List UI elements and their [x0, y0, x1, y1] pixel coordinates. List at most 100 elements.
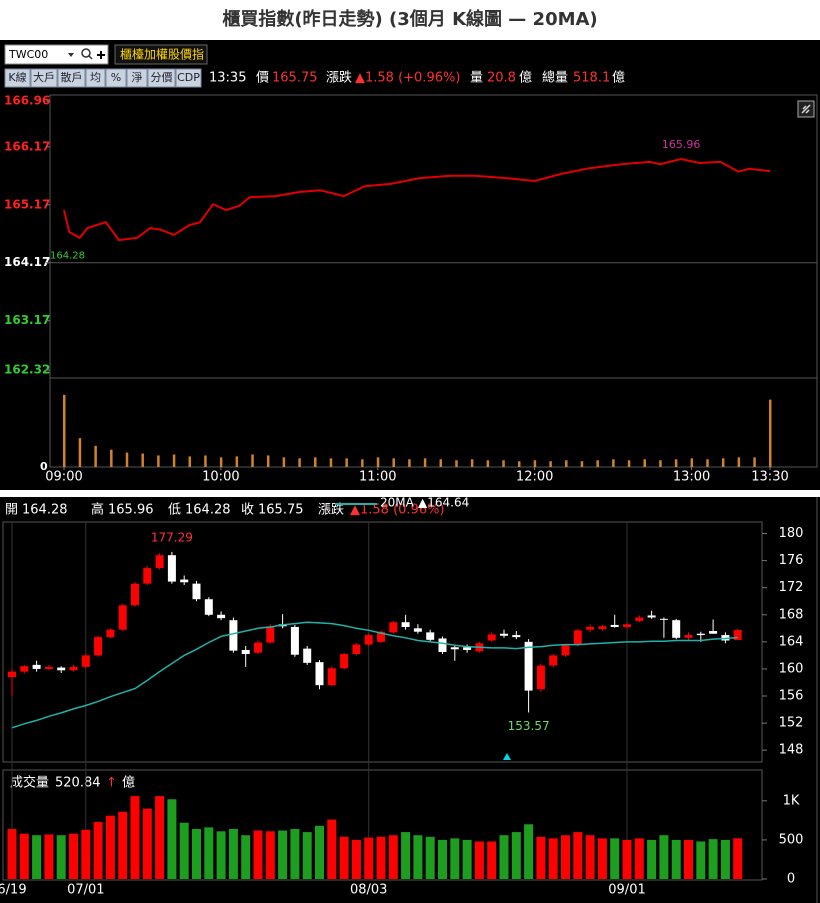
- volume-bar: [315, 825, 324, 879]
- candle-body: [377, 631, 385, 642]
- candle-body: [57, 667, 66, 671]
- price: 165.75: [272, 71, 318, 86]
- toolbar-button[interactable]: [30, 68, 58, 88]
- y-tick-label: 152: [779, 716, 804, 731]
- volume-bar: [351, 839, 361, 879]
- symbol-input[interactable]: [4, 44, 109, 65]
- candle-body: [450, 647, 459, 650]
- volume-bar: [298, 458, 301, 467]
- volume-bar: [720, 839, 730, 879]
- candle-body: [487, 634, 496, 641]
- y-tick-label: 0: [787, 872, 795, 887]
- y-tick-label: 166.17: [4, 139, 50, 153]
- volume-header-arrow: ↑: [106, 776, 117, 791]
- link-glyph: [801, 104, 811, 114]
- volume-bar: [659, 460, 662, 467]
- candle-body: [389, 622, 398, 633]
- price-label: 價: [256, 71, 269, 86]
- volume-bar: [216, 831, 226, 879]
- volume-bar: [345, 458, 348, 467]
- toolbar-button[interactable]: [85, 68, 106, 88]
- volume-bar: [141, 453, 144, 467]
- volume-bar: [499, 835, 509, 879]
- symbol-name: 櫃檯加權股價指: [120, 47, 204, 62]
- toolbar-button-label: 散戶: [61, 70, 83, 84]
- volume-bar: [548, 838, 558, 879]
- name-box: [114, 44, 208, 65]
- toolbar-button[interactable]: [175, 68, 202, 88]
- y-tick-label: 1K: [783, 793, 800, 808]
- volume-header-value: 520.84: [55, 776, 101, 791]
- volume-bar: [674, 459, 678, 467]
- volume-bar: [63, 394, 66, 467]
- search-icon[interactable]: [81, 48, 91, 58]
- volume-bar: [549, 461, 552, 467]
- volume-bar: [188, 456, 192, 467]
- dropdown-icon[interactable]: [68, 53, 74, 57]
- volume-bar: [634, 838, 644, 879]
- toolbar-button[interactable]: [105, 68, 127, 88]
- volume-bar: [647, 839, 657, 879]
- volume-bar: [737, 457, 741, 467]
- toolbar-button[interactable]: [4, 68, 31, 88]
- candle-body: [364, 635, 373, 645]
- volume-bar: [627, 460, 631, 467]
- x-tick-label: 6/19: [0, 883, 27, 898]
- volume-bar: [266, 455, 270, 467]
- low-label: 153.57: [508, 719, 550, 733]
- y-tick-label: 164: [779, 634, 804, 649]
- volume-bar: [179, 822, 189, 879]
- volume-bar: [423, 458, 427, 467]
- volume-bar: [425, 836, 435, 879]
- volume-bar: [376, 836, 386, 879]
- total-label: 總量: [542, 70, 568, 86]
- candle-body: [180, 579, 189, 583]
- kline-area: 6/19 07/01 08/03 09/01 177.29 153.57: [0, 522, 743, 898]
- x-tick-label: 08/03: [350, 883, 387, 898]
- candle-body: [143, 568, 152, 584]
- candle-body: [155, 555, 164, 569]
- add-icon[interactable]: [97, 51, 105, 59]
- volume-bar: [364, 837, 374, 879]
- toolbar-button[interactable]: [126, 68, 148, 88]
- title-bar: [0, 0, 820, 40]
- intraday-panel: [0, 40, 820, 490]
- y-tick-label: 0: [40, 460, 48, 473]
- name-clip: 櫃檯加權股價指: [120, 47, 204, 62]
- volume-bar: [93, 821, 103, 879]
- toolbar-button[interactable]: [147, 68, 176, 88]
- y-tick-label: 163.17: [4, 313, 50, 327]
- candle-body: [635, 617, 644, 621]
- y-tick-label: 165.17: [4, 197, 50, 211]
- volume-bar: [706, 459, 709, 467]
- volume-bar: [580, 461, 584, 467]
- change-label: 漲跌: [326, 70, 352, 86]
- y-tick-label: 180: [779, 526, 804, 541]
- volume-bar: [253, 830, 263, 879]
- candle-body: [500, 633, 508, 636]
- low-value: 164.28: [185, 503, 231, 518]
- symbol: TWC00: [8, 48, 48, 61]
- intraday-frame: [49, 94, 818, 468]
- kline-change-label: 漲跌: [318, 502, 344, 518]
- volume-bar: [721, 458, 725, 467]
- candle-body: [217, 614, 226, 619]
- volume-bar: [413, 835, 423, 879]
- volume-bar: [696, 841, 706, 879]
- volume-bar: [671, 839, 681, 879]
- volume-bar: [172, 454, 176, 467]
- candle-body: [413, 628, 422, 632]
- candle-body: [623, 624, 631, 627]
- candle-body: [118, 605, 127, 630]
- volume-bar: [610, 838, 620, 879]
- candle-body: [672, 620, 681, 638]
- candle-body: [573, 630, 582, 645]
- toolbar-button[interactable]: [57, 68, 86, 88]
- volume-bar: [56, 835, 66, 879]
- candle-body: [647, 615, 656, 618]
- volume-bar: [290, 828, 300, 879]
- total-unit: 億: [612, 70, 625, 86]
- price-line: [63, 157, 771, 242]
- high-label: 165.96: [662, 138, 701, 151]
- x-tick-label: 10:00: [202, 470, 239, 485]
